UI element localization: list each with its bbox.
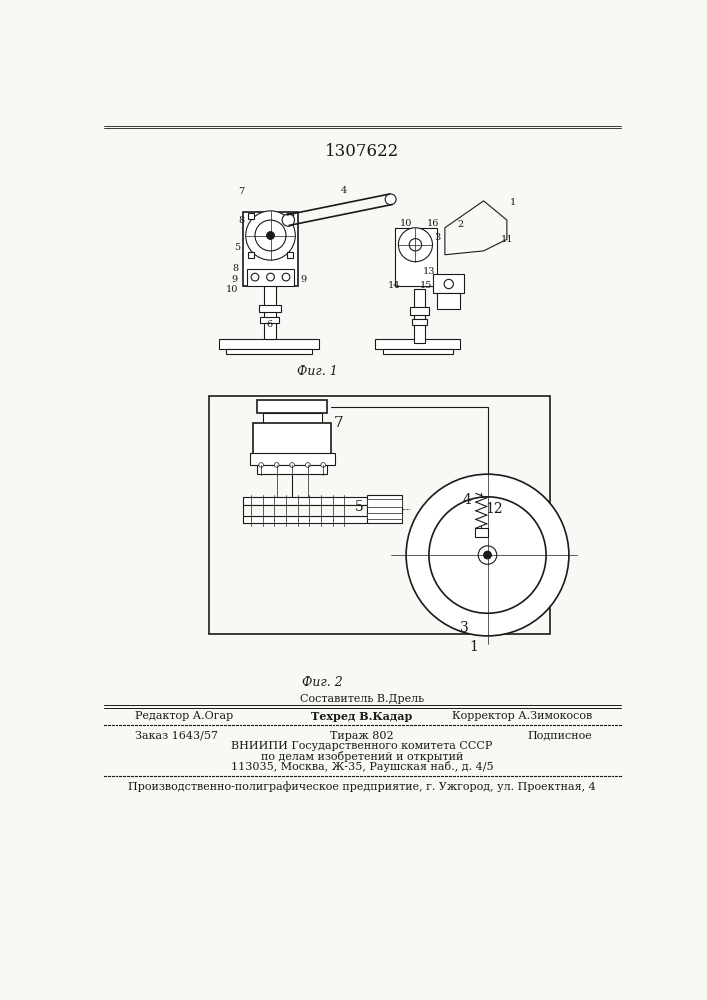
Text: 9: 9 <box>300 275 307 284</box>
Bar <box>383 349 452 354</box>
Text: 5: 5 <box>234 243 240 252</box>
Bar <box>368 499 402 507</box>
Text: 8: 8 <box>233 264 239 273</box>
Circle shape <box>282 214 295 226</box>
Bar <box>410 307 428 315</box>
Text: 11: 11 <box>501 235 513 244</box>
Bar <box>260 317 279 323</box>
Text: Подписное: Подписное <box>527 731 592 741</box>
Bar <box>411 319 427 325</box>
Text: 15: 15 <box>419 281 432 290</box>
Bar <box>209 396 549 634</box>
Text: Составитель В.Дрель: Составитель В.Дрель <box>300 694 424 704</box>
Bar <box>287 213 293 219</box>
Text: Техред В.Кадар: Техред В.Кадар <box>311 711 413 722</box>
Text: 13: 13 <box>423 267 436 276</box>
Bar <box>368 495 402 523</box>
Text: Производственно-полиграфическое предприятие, г. Ужгород, ул. Проектная, 4: Производственно-полиграфическое предприя… <box>128 781 596 792</box>
Bar <box>253 423 331 457</box>
Text: Редактор А.Огар: Редактор А.Огар <box>135 711 233 721</box>
Text: 14: 14 <box>388 281 401 290</box>
Bar <box>437 293 460 309</box>
Circle shape <box>321 463 325 467</box>
Bar <box>247 269 293 286</box>
Bar <box>243 505 368 516</box>
Circle shape <box>267 273 274 281</box>
Circle shape <box>290 463 295 467</box>
Bar <box>226 349 312 354</box>
Bar <box>263 413 322 423</box>
Bar <box>218 339 320 349</box>
Bar <box>375 339 460 349</box>
Text: 7: 7 <box>238 187 244 196</box>
Bar <box>257 465 327 474</box>
Bar <box>257 400 327 413</box>
Bar <box>287 252 293 258</box>
Circle shape <box>429 497 546 613</box>
Text: 5: 5 <box>355 500 364 514</box>
Bar <box>259 305 281 312</box>
Text: 10: 10 <box>400 219 412 228</box>
Circle shape <box>385 194 396 205</box>
Bar <box>248 252 255 258</box>
Text: 1: 1 <box>510 198 516 207</box>
Text: ВНИИПИ Государственного комитета СССР: ВНИИПИ Государственного комитета СССР <box>231 741 493 751</box>
Bar <box>248 213 255 219</box>
Bar <box>243 212 298 286</box>
Text: 1307622: 1307622 <box>325 143 399 160</box>
Text: 4: 4 <box>341 186 347 195</box>
Bar <box>243 497 368 505</box>
Text: 4: 4 <box>463 493 472 507</box>
Circle shape <box>274 463 279 467</box>
Text: 16: 16 <box>427 219 440 228</box>
Circle shape <box>282 273 290 281</box>
Circle shape <box>246 211 296 260</box>
Text: 3: 3 <box>434 233 440 242</box>
Text: 1: 1 <box>469 640 478 654</box>
Circle shape <box>406 474 569 636</box>
Circle shape <box>444 279 453 289</box>
Text: Корректор А.Зимокосов: Корректор А.Зимокосов <box>452 711 592 721</box>
Bar <box>243 516 368 523</box>
Text: Заказ 1643/57: Заказ 1643/57 <box>135 731 218 741</box>
Text: 3: 3 <box>460 621 469 635</box>
Text: 7: 7 <box>334 416 344 430</box>
Circle shape <box>484 551 491 559</box>
Bar <box>264 282 276 339</box>
Bar <box>368 513 402 519</box>
Text: 9: 9 <box>231 275 237 284</box>
Bar <box>414 289 425 343</box>
Text: 2: 2 <box>457 220 464 229</box>
Text: Тираж 802: Тираж 802 <box>330 731 394 741</box>
Circle shape <box>267 232 274 239</box>
Circle shape <box>409 239 421 251</box>
Circle shape <box>255 220 286 251</box>
Circle shape <box>398 228 433 262</box>
Text: Фиг. 1: Фиг. 1 <box>297 365 337 378</box>
Text: 6: 6 <box>267 320 273 329</box>
Circle shape <box>478 546 497 564</box>
Circle shape <box>305 463 310 467</box>
Text: 12: 12 <box>485 502 503 516</box>
Text: 10: 10 <box>226 285 238 294</box>
Bar <box>475 528 488 537</box>
Text: по делам изобретений и открытий: по делам изобретений и открытий <box>261 751 463 762</box>
Bar <box>433 274 464 293</box>
Text: 113035, Москва, Ж-35, Раушская наб., д. 4/5: 113035, Москва, Ж-35, Раушская наб., д. … <box>230 761 493 772</box>
Text: 8: 8 <box>238 216 244 225</box>
Text: Фиг. 2: Фиг. 2 <box>302 676 343 689</box>
Circle shape <box>259 463 264 467</box>
Circle shape <box>251 273 259 281</box>
Bar <box>395 228 437 286</box>
Bar <box>250 453 335 465</box>
